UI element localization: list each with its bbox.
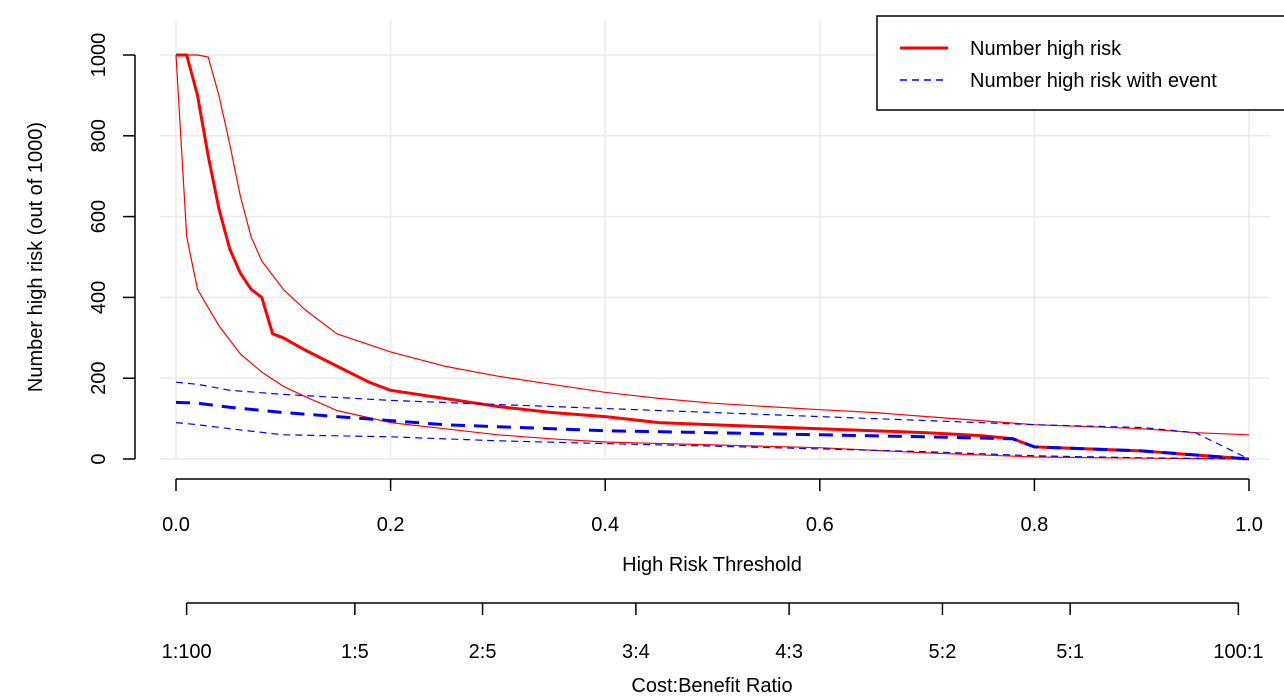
y-tick-label: 200 xyxy=(88,362,110,395)
secondary-tick-label: 4:3 xyxy=(775,641,803,663)
legend-label-number-high-risk-with-event: Number high risk with event xyxy=(970,70,1217,92)
series-line-2 xyxy=(176,54,1250,436)
series-line-6 xyxy=(175,422,1250,460)
secondary-x-axis-title: Cost:Benefit Ratio xyxy=(631,675,792,697)
secondary-tick-label: 100:1 xyxy=(1213,641,1263,663)
x-tick-label: 0.6 xyxy=(806,514,834,536)
x-tick-label: 0.0 xyxy=(162,514,190,536)
x-tick-label: 0.8 xyxy=(1020,514,1048,536)
secondary-tick-label: 1:100 xyxy=(162,641,212,663)
series-line-3 xyxy=(175,54,1250,460)
legend-box xyxy=(876,15,1284,111)
y-axis: 0 200 400 600 800 1000 xyxy=(88,33,136,465)
secondary-tick-label: 1:5 xyxy=(341,641,369,663)
series-group xyxy=(175,53,1250,461)
series-line-number-high-risk xyxy=(176,53,1250,461)
secondary-x-axis: 1:100 1:5 2:5 3:4 4:3 5:2 5:1 100:1 xyxy=(162,602,1263,663)
secondary-tick-label: 3:4 xyxy=(622,641,650,663)
legend-label-number-high-risk: Number high risk xyxy=(970,38,1122,60)
x-tick-label: 0.4 xyxy=(591,514,619,536)
y-tick-label: 0 xyxy=(88,453,110,464)
x-tick-label: 0.2 xyxy=(377,514,405,536)
x-tick-label: 1.0 xyxy=(1235,514,1263,536)
y-tick-label: 600 xyxy=(88,200,110,233)
y-axis-title: Number high risk (out of 1000) xyxy=(25,122,47,392)
series-line-number-high-risk-with-event xyxy=(175,400,1250,461)
y-tick-label: 400 xyxy=(88,281,110,314)
legend: Number high risk Number high risk with e… xyxy=(876,15,1284,111)
x-axis-title: High Risk Threshold xyxy=(622,554,802,576)
x-axis: 0.0 0.2 0.4 0.6 0.8 1.0 xyxy=(162,478,1263,536)
secondary-tick-label: 5:1 xyxy=(1056,641,1084,663)
y-tick-label: 800 xyxy=(88,119,110,152)
y-tick-label: 1000 xyxy=(88,33,110,78)
series-line-5 xyxy=(175,381,1250,460)
secondary-tick-label: 5:2 xyxy=(929,641,957,663)
secondary-tick-label: 2:5 xyxy=(469,641,497,663)
